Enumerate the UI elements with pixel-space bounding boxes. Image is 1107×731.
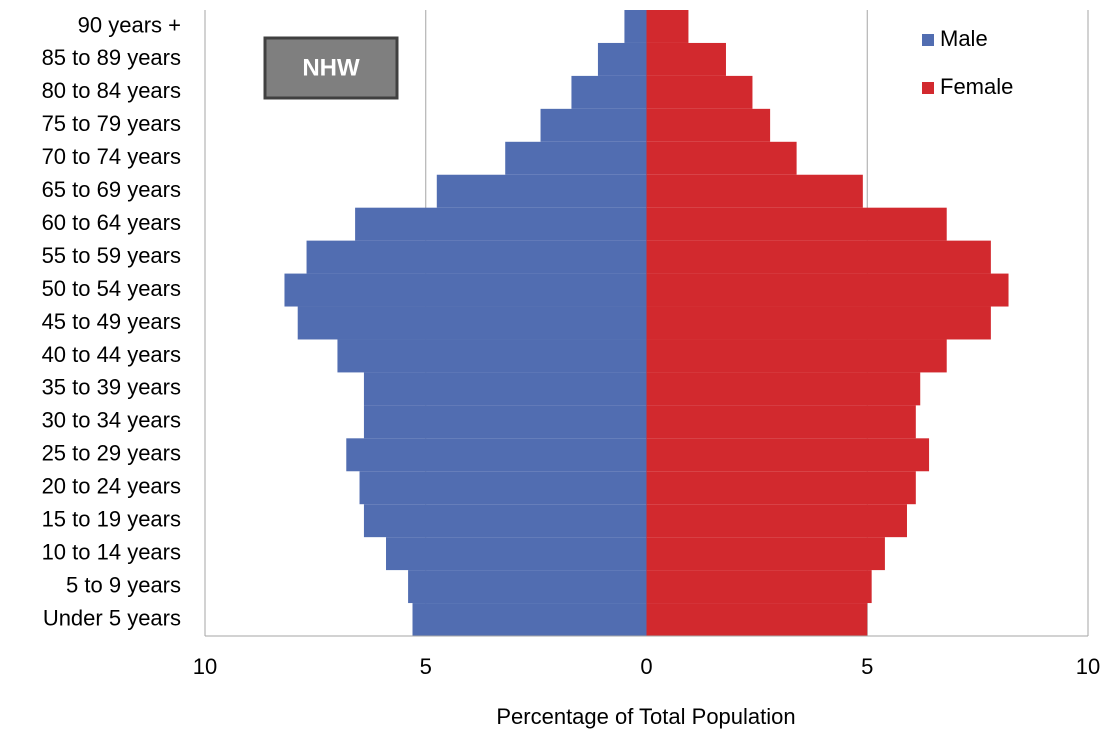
bar <box>436 174 647 208</box>
y-tick-label: 10 to 14 years <box>42 539 181 564</box>
bar <box>306 240 647 274</box>
bar <box>646 75 753 109</box>
y-tick-label: 85 to 89 years <box>42 45 181 70</box>
y-tick-label: 80 to 84 years <box>42 78 181 103</box>
bar <box>646 537 885 571</box>
bar <box>646 174 863 208</box>
bar <box>646 10 689 43</box>
bar <box>646 306 991 340</box>
bar <box>386 537 647 571</box>
bar <box>540 108 647 142</box>
y-tick-label: 20 to 24 years <box>42 474 181 499</box>
bar <box>646 405 916 439</box>
bar <box>284 273 647 307</box>
bar <box>646 207 947 241</box>
y-tick-label: 40 to 44 years <box>42 342 181 367</box>
y-tick-label: 70 to 74 years <box>42 144 181 169</box>
y-tick-label: 60 to 64 years <box>42 210 181 235</box>
bar <box>505 141 647 175</box>
bar <box>646 108 771 142</box>
bar <box>297 306 647 340</box>
bar <box>363 504 647 538</box>
legend-swatch <box>922 82 934 94</box>
bar <box>646 570 872 604</box>
bar <box>646 240 991 274</box>
bar <box>355 207 647 241</box>
bar <box>337 339 647 373</box>
y-tick-label: 45 to 49 years <box>42 309 181 334</box>
bar <box>646 372 921 406</box>
bar <box>646 438 930 472</box>
bar <box>646 504 907 538</box>
y-tick-label: 50 to 54 years <box>42 276 181 301</box>
annotation: NHW <box>302 54 360 81</box>
x-tick-label: 5 <box>420 654 432 679</box>
bar <box>412 603 647 636</box>
bar <box>646 471 916 505</box>
y-tick-label: 75 to 79 years <box>42 111 181 136</box>
bar <box>646 42 726 76</box>
bar <box>646 141 797 175</box>
bar <box>646 339 947 373</box>
y-tick-label: 15 to 19 years <box>42 506 181 531</box>
bar <box>646 273 1009 307</box>
y-tick-label: 35 to 39 years <box>42 375 181 400</box>
bar <box>346 438 647 472</box>
y-tick-label: 25 to 29 years <box>42 441 181 466</box>
bar <box>646 603 868 636</box>
x-axis-title: Percentage of Total Population <box>496 704 795 729</box>
bar <box>597 42 647 76</box>
x-tick-label: 10 <box>1076 654 1100 679</box>
x-tick-label: 0 <box>640 654 652 679</box>
legend-swatch <box>922 34 934 46</box>
y-tick-label: 30 to 34 years <box>42 408 181 433</box>
legend-label: Female <box>940 74 1013 99</box>
y-tick-label: Under 5 years <box>43 605 181 630</box>
bar <box>363 405 647 439</box>
y-tick-label: 65 to 69 years <box>42 177 181 202</box>
bar <box>624 10 647 43</box>
x-tick-label: 5 <box>861 654 873 679</box>
y-tick-label: 90 years + <box>78 12 181 37</box>
y-tick-label: 5 to 9 years <box>66 572 181 597</box>
annotation-box <box>263 36 399 100</box>
bar <box>363 372 647 406</box>
bar <box>408 570 647 604</box>
legend-label: Male <box>940 26 988 51</box>
y-tick-label: 55 to 59 years <box>42 243 181 268</box>
bar <box>571 75 647 109</box>
x-tick-label: 10 <box>193 654 217 679</box>
bar <box>359 471 647 505</box>
